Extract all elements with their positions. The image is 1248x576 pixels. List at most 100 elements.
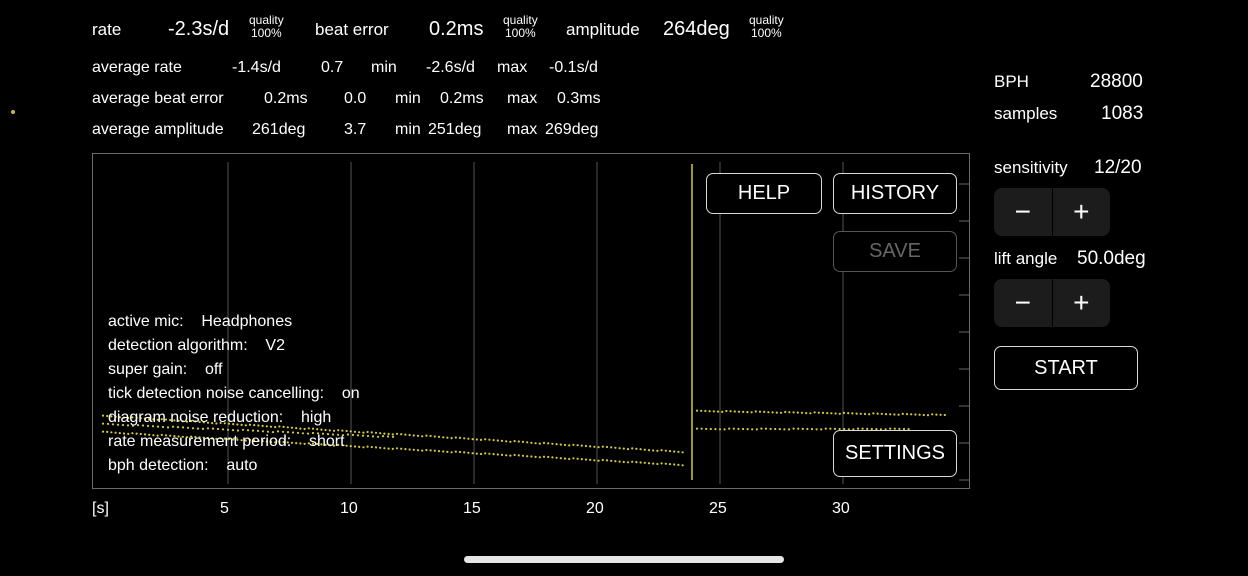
trace-dot (223, 422, 226, 425)
trace-dot (446, 436, 449, 439)
save-button[interactable]: SAVE (833, 231, 957, 272)
trace-dot (257, 424, 260, 427)
axis-tick-20: 20 (586, 500, 604, 517)
samples-label: samples (994, 104, 1058, 123)
trace-dot (626, 448, 630, 451)
trace-dot (810, 428, 814, 431)
trace-dot (830, 412, 833, 415)
trace-dot (542, 441, 546, 444)
trace-dot (286, 441, 289, 444)
trace-dot (383, 432, 386, 435)
trace-dot (316, 432, 320, 435)
trace-dot (467, 451, 470, 454)
trace-dot (889, 427, 892, 430)
trace-dot (673, 463, 676, 466)
trace-dot (421, 449, 424, 452)
trace-dot (326, 433, 330, 436)
average-rate-dev: 0.7 (321, 59, 344, 76)
trace-dot (307, 427, 310, 430)
trace-dot (601, 458, 604, 462)
home-indicator[interactable] (464, 556, 784, 563)
trace-dot (610, 459, 613, 462)
trace-dot (223, 437, 226, 440)
average-rate-max-label: max (497, 59, 528, 76)
trace-dot (859, 412, 862, 415)
axis-tick-10: 10 (340, 500, 358, 517)
trace-dot (709, 427, 712, 431)
trace-dot (681, 464, 684, 467)
trace-dot (194, 420, 197, 423)
trace-dot (496, 453, 499, 456)
trace-dot (572, 443, 575, 446)
trace-dot (746, 428, 749, 431)
trace-dot (652, 449, 655, 452)
trace-dot (295, 427, 298, 430)
lift-angle-decrease-button[interactable]: − (1014, 287, 1031, 318)
trace-dot (437, 450, 441, 453)
axis-tick-30: 30 (832, 500, 850, 517)
trace-dot (299, 427, 302, 430)
trace-dot (433, 435, 436, 438)
settings-button[interactable]: SETTINGS (833, 430, 957, 477)
info-value: off (204, 361, 223, 378)
trace-dot (631, 447, 634, 450)
average-beat-label: average beat error (92, 90, 224, 107)
trace-dot (356, 434, 360, 437)
trace-dot (673, 450, 676, 453)
trace-dot (856, 427, 860, 430)
trace-dot (500, 453, 504, 456)
info-value: on (341, 385, 360, 402)
timegraph-diagram: active mic: Headphones detection algorit… (92, 153, 970, 489)
trace-dot (240, 423, 243, 426)
trace-dot (429, 434, 432, 438)
trace-dot (404, 448, 407, 451)
trace-dot (800, 411, 804, 414)
trace-dot (463, 437, 466, 440)
trace-dot (216, 427, 220, 431)
average-rate-value: -1.4s/d (232, 59, 281, 76)
trace-dot (681, 451, 684, 454)
trace-dot (370, 445, 373, 449)
trace-dot (386, 435, 390, 438)
info-diagram-noise: diagram noise reduction: high (108, 406, 360, 430)
trace-dot (660, 449, 663, 452)
info-value: V2 (265, 337, 285, 354)
trace-dot (763, 410, 766, 413)
trace-dot (496, 439, 499, 442)
trace-dot (492, 439, 495, 442)
trace-dot (914, 413, 917, 416)
trace-dot (290, 426, 294, 429)
trace-dot (106, 414, 109, 418)
beat-error-value: 0.2ms (429, 18, 484, 40)
sensitivity-stepper[interactable]: − + (994, 188, 1110, 236)
lift-angle-stepper[interactable]: − + (994, 279, 1110, 327)
info-super-gain: super gain: off (108, 358, 360, 382)
trace-dot (143, 433, 147, 436)
trace-dot (202, 436, 205, 439)
trace-dot (337, 443, 340, 446)
trace-dot (725, 409, 728, 413)
trace-dot (500, 439, 504, 442)
trace-dot (336, 433, 340, 436)
trace-dot (110, 415, 113, 418)
trace-dot (106, 422, 110, 425)
trace-dot (700, 409, 703, 412)
sensitivity-increase-button[interactable]: + (1073, 196, 1090, 227)
lift-angle-increase-button[interactable]: + (1073, 287, 1090, 318)
start-button[interactable]: START (994, 346, 1138, 390)
trace-dot (639, 448, 642, 451)
sensitivity-decrease-button[interactable]: − (1014, 196, 1031, 227)
trace-dot (851, 412, 854, 415)
trace-dot (111, 423, 115, 426)
history-button[interactable]: HISTORY (833, 173, 957, 214)
trace-dot (643, 461, 646, 464)
trace-dot (127, 432, 130, 435)
trace-dot (792, 427, 795, 430)
info-key: tick detection noise cancelling: (108, 385, 325, 402)
trace-dot (349, 445, 352, 448)
trace-dot (185, 436, 189, 439)
trace-dot (450, 437, 453, 440)
help-button[interactable]: HELP (706, 173, 822, 214)
trace-dot (742, 410, 745, 413)
trace-dot (331, 433, 335, 436)
